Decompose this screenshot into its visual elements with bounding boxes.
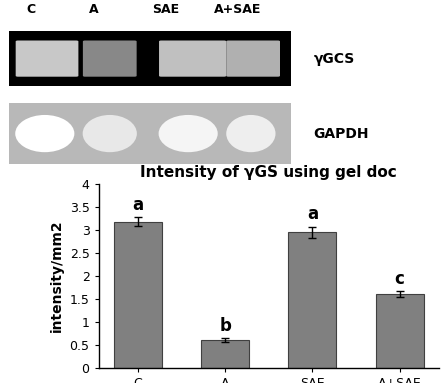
Bar (9, 31, 291, 86)
Text: a: a (307, 205, 318, 223)
Bar (9, 103, 291, 164)
Title: Intensity of γGS using gel doc: Intensity of γGS using gel doc (140, 165, 397, 180)
Bar (201, 340, 249, 368)
FancyBboxPatch shape (83, 41, 137, 77)
Ellipse shape (226, 115, 276, 152)
Text: SAE: SAE (152, 3, 179, 16)
FancyBboxPatch shape (159, 41, 226, 77)
Text: GAPDH: GAPDH (314, 126, 369, 141)
Bar (375, 294, 423, 368)
Text: A+SAE: A+SAE (214, 3, 261, 16)
Text: A: A (89, 3, 99, 16)
Text: γGCS: γGCS (314, 52, 355, 65)
FancyBboxPatch shape (16, 41, 78, 77)
Text: a: a (133, 196, 143, 214)
Ellipse shape (82, 115, 137, 152)
Bar (289, 232, 336, 368)
FancyBboxPatch shape (226, 41, 280, 77)
Bar (114, 221, 162, 368)
Text: C: C (27, 3, 36, 16)
Text: b: b (219, 317, 231, 335)
Y-axis label: intensity/mm2: intensity/mm2 (50, 219, 64, 332)
Text: c: c (395, 270, 405, 288)
Ellipse shape (159, 115, 218, 152)
Ellipse shape (15, 115, 74, 152)
